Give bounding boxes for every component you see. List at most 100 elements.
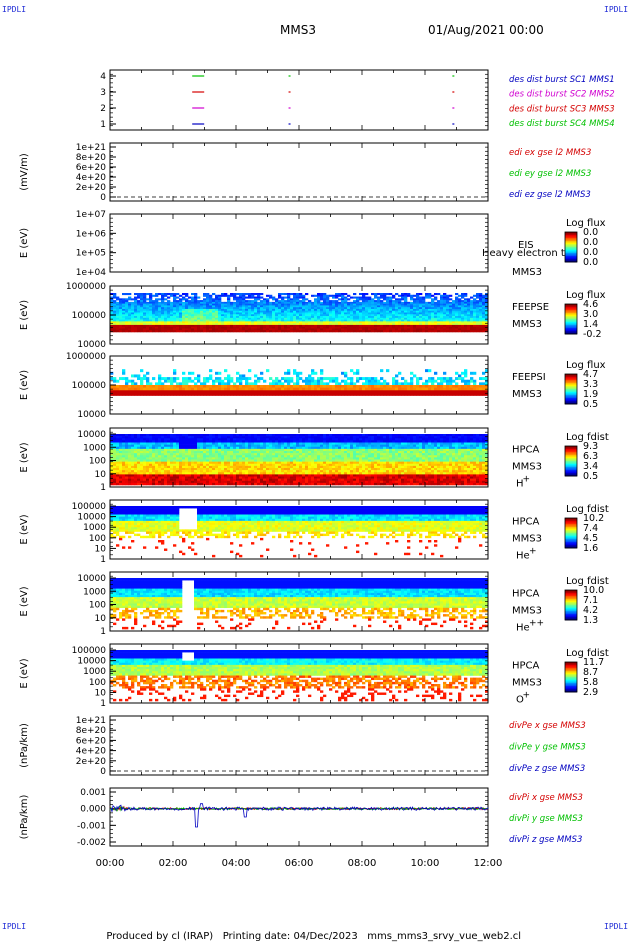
- feepsi-cell: [350, 380, 353, 383]
- feepse-cell: [395, 325, 398, 327]
- feepse-cell: [128, 305, 131, 307]
- feepse-cell: [206, 320, 209, 322]
- hpca_h-cell: [119, 453, 122, 455]
- feepse-cell: [116, 320, 119, 322]
- feepsi-cell: [158, 382, 161, 385]
- feepse-cell: [353, 304, 356, 306]
- feepse-cell: [329, 316, 332, 318]
- hpca_h-cell: [179, 445, 182, 447]
- hpca_h-cell: [242, 438, 245, 440]
- feepse-cell: [203, 330, 206, 332]
- hpca_h-cell: [113, 483, 116, 485]
- feepse-cell: [215, 295, 218, 297]
- feepse-cell: [482, 307, 485, 309]
- hpca_h-cell: [194, 445, 197, 447]
- feepse-cell: [365, 300, 368, 302]
- feepse-cell: [233, 298, 236, 300]
- feepse-cell: [428, 297, 431, 299]
- feepse-cell: [116, 311, 119, 313]
- feepse-cell: [467, 302, 470, 304]
- feepse-cell: [464, 300, 467, 302]
- feepse-cell: [236, 302, 239, 304]
- feepse-cell: [188, 305, 191, 307]
- feepsi-cell: [242, 393, 245, 396]
- feepsi-cell: [350, 369, 353, 372]
- feepse-cell: [296, 309, 299, 311]
- feepse-cell: [227, 311, 230, 313]
- feepse-cell: [245, 316, 248, 318]
- feepsi-cell: [392, 380, 395, 383]
- feepse-cell: [398, 314, 401, 316]
- feepsi-cell: [371, 380, 374, 383]
- feepse-cell: [383, 304, 386, 306]
- hpca_h-cell: [176, 470, 179, 472]
- feepse-cell: [305, 307, 308, 309]
- hpca_h-cell: [233, 470, 236, 472]
- feepsi-cell: [254, 393, 257, 396]
- feepse-cell: [275, 330, 278, 332]
- feepse-cell: [128, 313, 131, 315]
- feepse-cell: [344, 304, 347, 306]
- feepse-cell: [344, 323, 347, 325]
- feepse-cell: [320, 318, 323, 320]
- feepse-cell: [347, 325, 350, 327]
- feepse-cell: [470, 304, 473, 306]
- feepse-cell: [206, 325, 209, 327]
- hpca_h-cell: [188, 460, 191, 462]
- hpca_h-cell: [251, 466, 254, 468]
- hpca_h-cell: [200, 436, 203, 438]
- feepsi-cell: [341, 388, 344, 391]
- feepse-cell: [323, 327, 326, 329]
- feepse-cell: [116, 302, 119, 304]
- hpca_h-cell: [221, 462, 224, 464]
- feepse-cell: [188, 328, 191, 330]
- feepse-cell: [302, 325, 305, 327]
- feepse-cell: [245, 320, 248, 322]
- feepsi-cell: [122, 372, 125, 375]
- hpca_h-cell: [176, 483, 179, 485]
- feepse-cell: [230, 305, 233, 307]
- feepse-cell: [407, 311, 410, 313]
- feepse-cell: [248, 321, 251, 323]
- hpca_h-cell: [212, 477, 215, 479]
- feepsi-instrument-name: FEEPSI: [512, 372, 546, 383]
- feepsi-cell: [239, 385, 242, 388]
- feepsi-cell: [299, 390, 302, 393]
- hpca_h-cell: [122, 438, 125, 440]
- feepse-cell: [434, 330, 437, 332]
- feepse-cell: [353, 309, 356, 311]
- hpca_h-cell: [206, 466, 209, 468]
- feepse-cell: [212, 318, 215, 320]
- feepsi-cell: [245, 382, 248, 385]
- feepse-cell: [449, 307, 452, 309]
- feepse-cell: [182, 304, 185, 306]
- hpca_h-cell: [128, 481, 131, 483]
- feepsi-cell: [365, 380, 368, 383]
- feepse-cell: [245, 304, 248, 306]
- hpca_h-cell: [254, 447, 257, 449]
- feepse-cell: [311, 318, 314, 320]
- feepse-cell: [131, 325, 134, 327]
- feepse-cell: [434, 323, 437, 325]
- feepsi-cell: [143, 388, 146, 391]
- feepse-cell: [476, 325, 479, 327]
- feepse-cell: [473, 305, 476, 307]
- feepsi-cell: [413, 385, 416, 388]
- feepse-cell: [344, 314, 347, 316]
- feepse-cell: [317, 330, 320, 332]
- hpca_h-cell: [173, 438, 176, 440]
- feepse-cell: [422, 321, 425, 323]
- feepse-cell: [386, 314, 389, 316]
- hpca_h-cell: [227, 440, 230, 442]
- feepsi-cell: [311, 390, 314, 393]
- hpca_h-cell: [230, 447, 233, 449]
- hpca_h-cell: [206, 453, 209, 455]
- hpca_h-cell: [131, 481, 134, 483]
- feepsi-cell: [131, 388, 134, 391]
- feepse-cell: [440, 307, 443, 309]
- hpca_h-cell: [149, 438, 152, 440]
- feepse-cell: [302, 298, 305, 300]
- feepse-cell: [473, 309, 476, 311]
- feepse-cell: [161, 295, 164, 297]
- feepse-cell: [314, 302, 317, 304]
